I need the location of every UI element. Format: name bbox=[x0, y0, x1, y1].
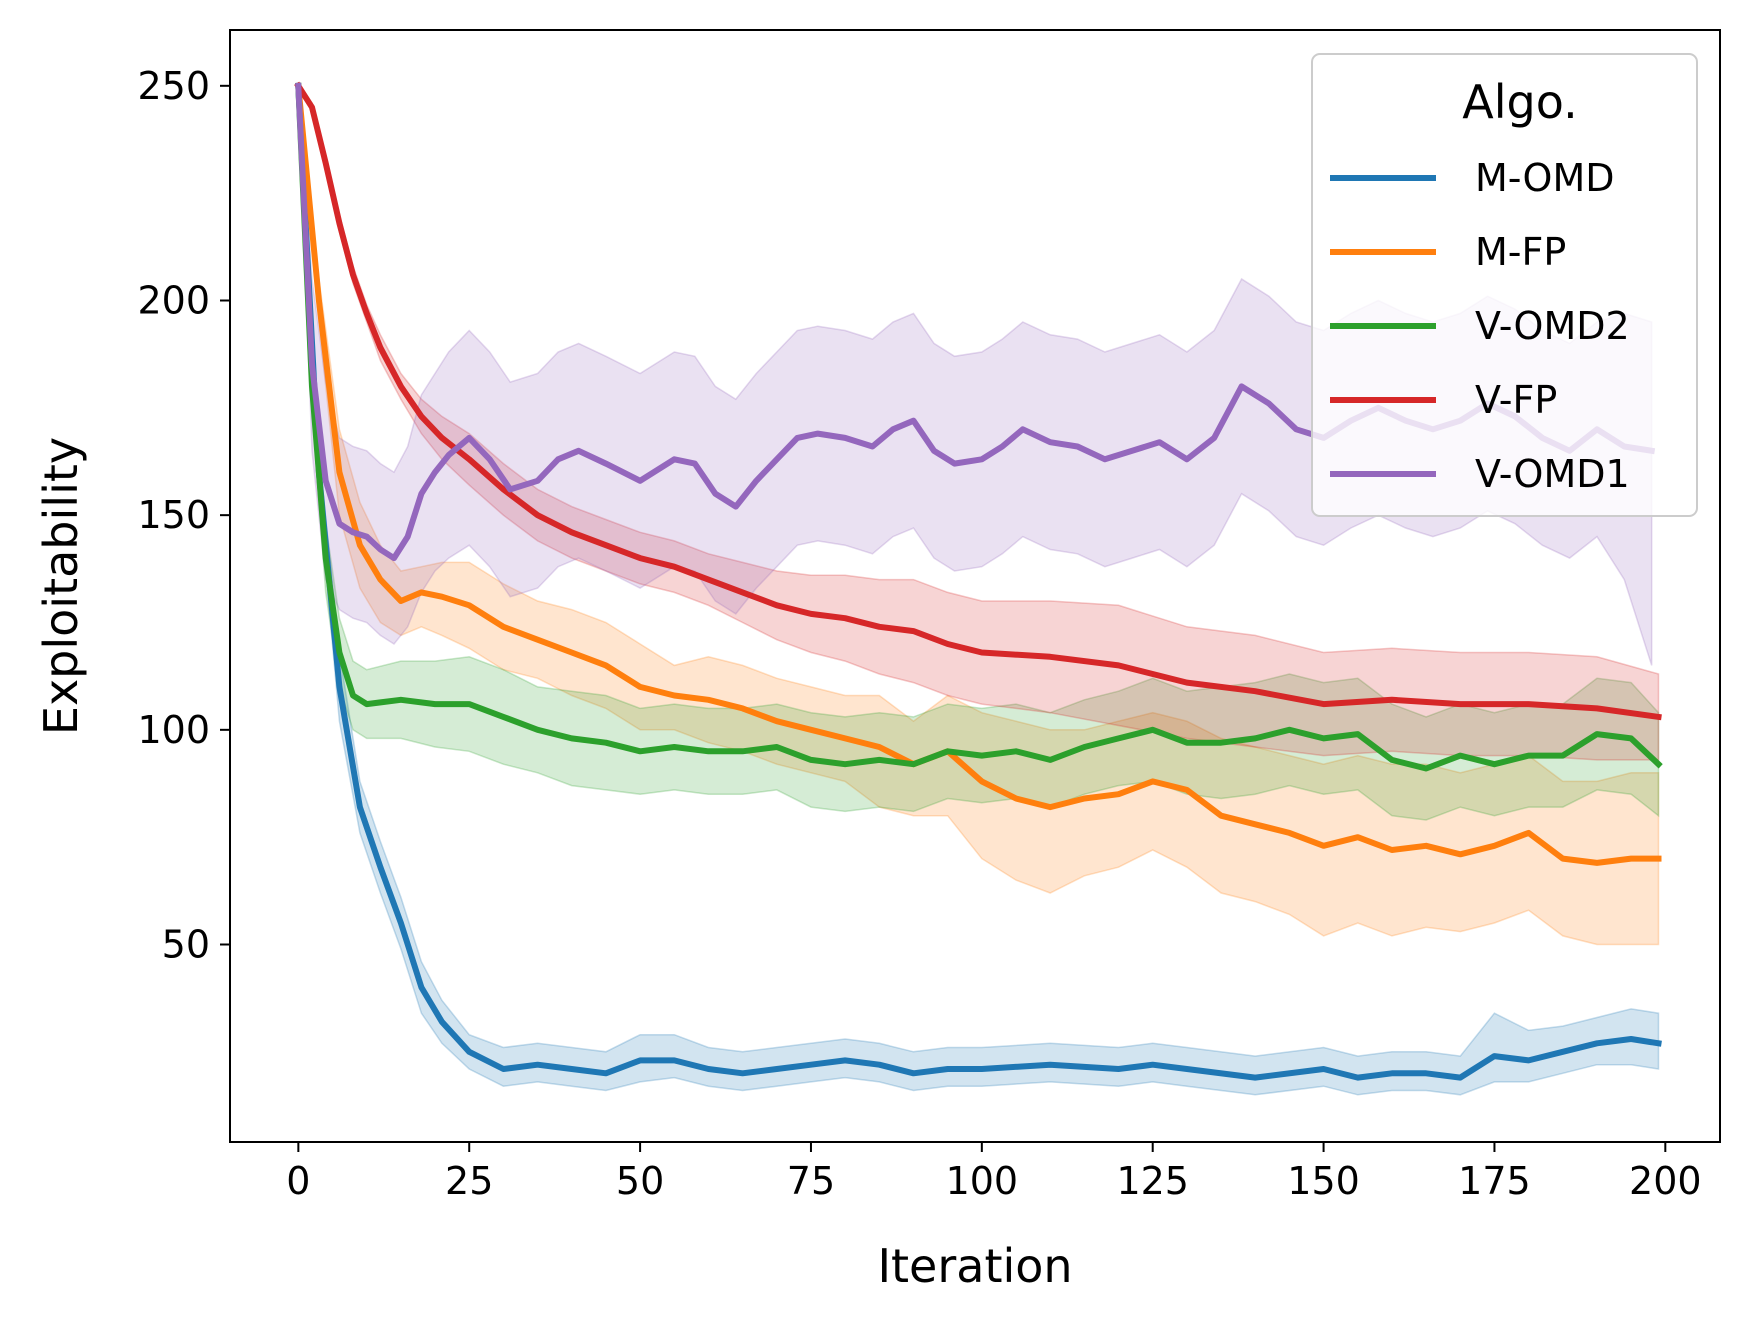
y-tick-label: 100 bbox=[137, 708, 210, 752]
y-tick-label: 50 bbox=[162, 923, 210, 967]
y-axis-ticks: 50 100 150 200 250 bbox=[137, 64, 230, 967]
legend-title: Algo. bbox=[1462, 75, 1577, 129]
series-line-m-omd bbox=[295, 82, 1662, 1081]
series-line-v-fp bbox=[294, 81, 1662, 721]
y-tick-label: 200 bbox=[137, 278, 210, 322]
plot-frame bbox=[229, 29, 1721, 1143]
x-tick-label: 175 bbox=[1458, 1159, 1531, 1203]
confidence-bands bbox=[297, 85, 1660, 1096]
x-axis-label: Iteration bbox=[877, 1239, 1072, 1293]
x-tick-label: 150 bbox=[1287, 1159, 1360, 1203]
legend: Algo. M-OMD M-FP V-OMD2 V-FP V-OMD1 bbox=[1311, 53, 1698, 517]
legend-label-v-fp: V-FP bbox=[1475, 378, 1557, 422]
legend-label-v-omd2: V-OMD2 bbox=[1475, 304, 1630, 348]
x-tick-label: 125 bbox=[1116, 1159, 1189, 1203]
x-tick-label: 25 bbox=[445, 1159, 493, 1203]
x-tick-label: 100 bbox=[946, 1159, 1019, 1203]
y-tick-label: 150 bbox=[137, 493, 210, 537]
x-tick-label: 50 bbox=[616, 1159, 664, 1203]
legend-label-m-omd: M-OMD bbox=[1475, 156, 1615, 200]
x-tick-label: 0 bbox=[286, 1159, 310, 1203]
x-tick-label: 75 bbox=[787, 1159, 835, 1203]
legend-label-v-omd1: V-OMD1 bbox=[1475, 452, 1630, 496]
legend-items: M-OMD M-FP V-OMD2 V-FP V-OMD1 bbox=[1330, 156, 1630, 496]
y-tick-label: 250 bbox=[137, 64, 210, 108]
y-axis-label: Exploitability bbox=[34, 437, 88, 735]
series-line-v-omd2 bbox=[295, 82, 1663, 772]
x-tick-label: 200 bbox=[1629, 1159, 1702, 1203]
legend-label-m-fp: M-FP bbox=[1475, 230, 1566, 274]
x-axis-ticks: 0 25 50 75 100 125 150 175 200 bbox=[286, 1142, 1702, 1203]
